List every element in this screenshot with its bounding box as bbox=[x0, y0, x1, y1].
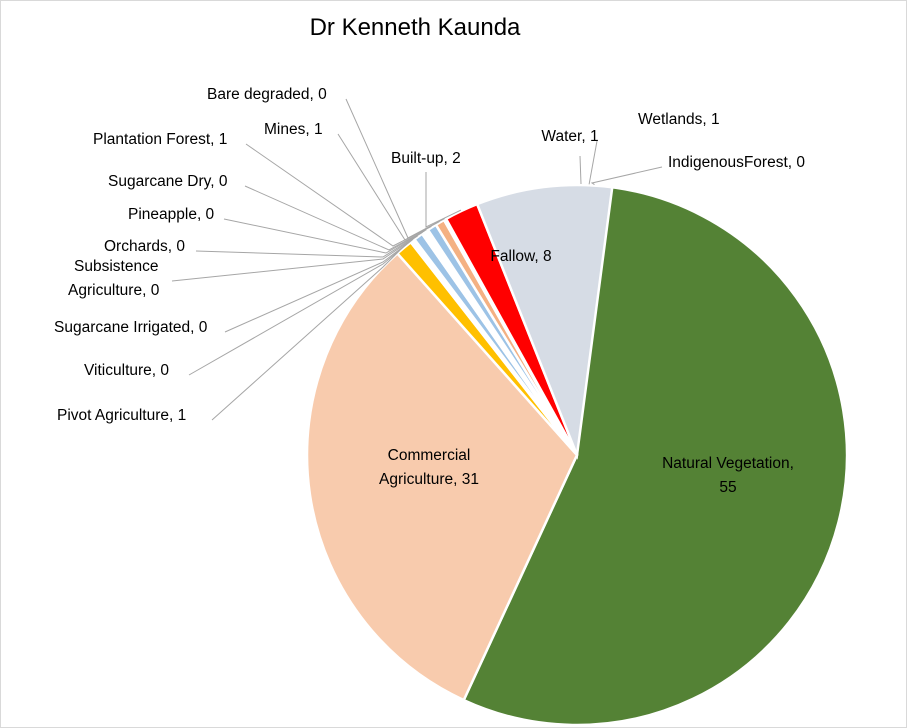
data-label-sugarcane-dry: Sugarcane Dry, 0 bbox=[108, 173, 228, 190]
leader-line-orchards bbox=[195, 231, 423, 258]
pie-slice-commercial-agriculture[interactable] bbox=[305, 251, 579, 702]
leader-line-pivot-agriculture bbox=[211, 246, 404, 421]
data-label-built-up: Built-up, 2 bbox=[391, 150, 461, 167]
data-label-viticulture: Viticulture, 0 bbox=[84, 362, 169, 379]
leader-line-indigenousforest bbox=[590, 166, 663, 186]
chart-title: Dr Kenneth Kaunda bbox=[309, 14, 521, 41]
leader-line-bare-degraded bbox=[345, 98, 445, 239]
leader-line-viticulture bbox=[188, 240, 412, 376]
pie-slice-natural-vegetation[interactable] bbox=[462, 184, 849, 727]
data-label-bare-degraded: Bare degraded, 0 bbox=[207, 86, 327, 103]
data-label-wetlands: Wetlands, 1 bbox=[638, 111, 720, 128]
data-label-orchards: Orchards, 0 bbox=[104, 238, 185, 255]
data-label-pivot-agriculture: Pivot Agriculture, 1 bbox=[57, 407, 186, 424]
leader-line-wetlands bbox=[588, 140, 598, 185]
leader-line-subsistence-agriculture bbox=[171, 235, 418, 282]
data-label-indigenousforest: IndigenousForest, 0 bbox=[668, 154, 805, 171]
pie-slice-fallow[interactable] bbox=[475, 183, 614, 460]
data-label-plantation-forest: Plantation Forest, 1 bbox=[93, 131, 227, 148]
leader-line-sugarcane-dry bbox=[244, 185, 427, 251]
leader-line-water bbox=[579, 155, 582, 185]
data-label-sugarcane-irrigated: Sugarcane Irrigated, 0 bbox=[54, 319, 208, 336]
data-label-mines: Mines, 1 bbox=[264, 121, 323, 138]
data-label-pineapple: Pineapple, 0 bbox=[128, 206, 215, 223]
leader-line-pineapple bbox=[223, 218, 425, 254]
data-label-fallow: Fallow, 8 bbox=[490, 248, 551, 265]
leader-line-sugarcane-irrigated bbox=[224, 238, 414, 333]
data-label-commercial-agriculture: Commercial Agriculture, 31 bbox=[379, 447, 479, 488]
leader-line-built-up bbox=[425, 172, 462, 228]
data-label-subsistence-agriculture: Subsistence Agriculture, 0 bbox=[68, 258, 160, 299]
data-label-natural-vegetation: Natural Vegetation, 55 bbox=[662, 455, 794, 496]
data-label-water: Water, 1 bbox=[541, 128, 598, 145]
